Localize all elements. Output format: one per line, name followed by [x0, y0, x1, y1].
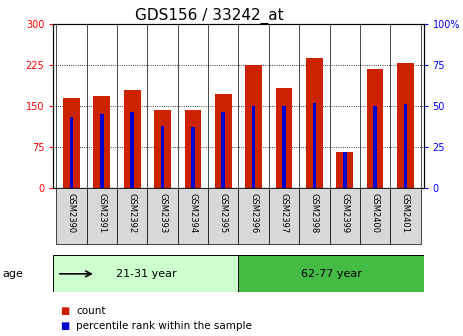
- Bar: [124, 90, 141, 188]
- Bar: [191, 127, 195, 188]
- FancyBboxPatch shape: [330, 188, 360, 244]
- Text: GSM2397: GSM2397: [280, 193, 288, 233]
- Bar: [367, 69, 383, 188]
- FancyBboxPatch shape: [238, 255, 424, 292]
- Bar: [69, 117, 73, 188]
- Bar: [161, 126, 164, 188]
- Text: GSM2391: GSM2391: [97, 193, 106, 233]
- Text: GSM2395: GSM2395: [219, 193, 228, 233]
- Bar: [404, 104, 407, 188]
- Bar: [336, 153, 353, 188]
- Text: 21-31 year: 21-31 year: [116, 269, 176, 279]
- Bar: [306, 58, 323, 188]
- Bar: [275, 88, 292, 188]
- Text: GSM2396: GSM2396: [249, 193, 258, 233]
- FancyBboxPatch shape: [390, 188, 420, 244]
- FancyBboxPatch shape: [238, 188, 269, 244]
- Bar: [343, 152, 346, 188]
- FancyBboxPatch shape: [178, 188, 208, 244]
- Text: count: count: [76, 306, 106, 316]
- Text: GSM2401: GSM2401: [401, 193, 410, 233]
- Bar: [131, 113, 134, 188]
- Bar: [94, 96, 110, 188]
- Text: GSM2393: GSM2393: [158, 193, 167, 233]
- FancyBboxPatch shape: [208, 188, 238, 244]
- Text: 62-77 year: 62-77 year: [300, 269, 362, 279]
- Text: GSM2392: GSM2392: [128, 193, 137, 233]
- Bar: [373, 106, 377, 188]
- Bar: [185, 110, 201, 188]
- Bar: [252, 106, 256, 188]
- Text: GSM2398: GSM2398: [310, 193, 319, 233]
- FancyBboxPatch shape: [360, 188, 390, 244]
- Bar: [63, 98, 80, 188]
- Bar: [100, 114, 104, 188]
- Bar: [245, 65, 262, 188]
- FancyBboxPatch shape: [299, 188, 330, 244]
- FancyBboxPatch shape: [117, 188, 147, 244]
- Text: age: age: [2, 269, 23, 279]
- FancyBboxPatch shape: [53, 255, 238, 292]
- Bar: [397, 63, 414, 188]
- Text: ■: ■: [60, 321, 69, 331]
- Text: GSM2394: GSM2394: [188, 193, 197, 233]
- Text: GSM2400: GSM2400: [370, 193, 380, 233]
- Bar: [221, 113, 225, 188]
- FancyBboxPatch shape: [87, 188, 117, 244]
- Text: GSM2390: GSM2390: [67, 193, 76, 233]
- FancyBboxPatch shape: [147, 188, 178, 244]
- FancyBboxPatch shape: [56, 188, 87, 244]
- Bar: [282, 106, 286, 188]
- FancyBboxPatch shape: [269, 188, 299, 244]
- Bar: [154, 110, 171, 188]
- Text: percentile rank within the sample: percentile rank within the sample: [76, 321, 252, 331]
- Text: ■: ■: [60, 306, 69, 316]
- Text: GSM2399: GSM2399: [340, 193, 349, 233]
- Bar: [215, 94, 232, 188]
- Bar: [313, 102, 316, 188]
- Title: GDS156 / 33242_at: GDS156 / 33242_at: [134, 7, 283, 24]
